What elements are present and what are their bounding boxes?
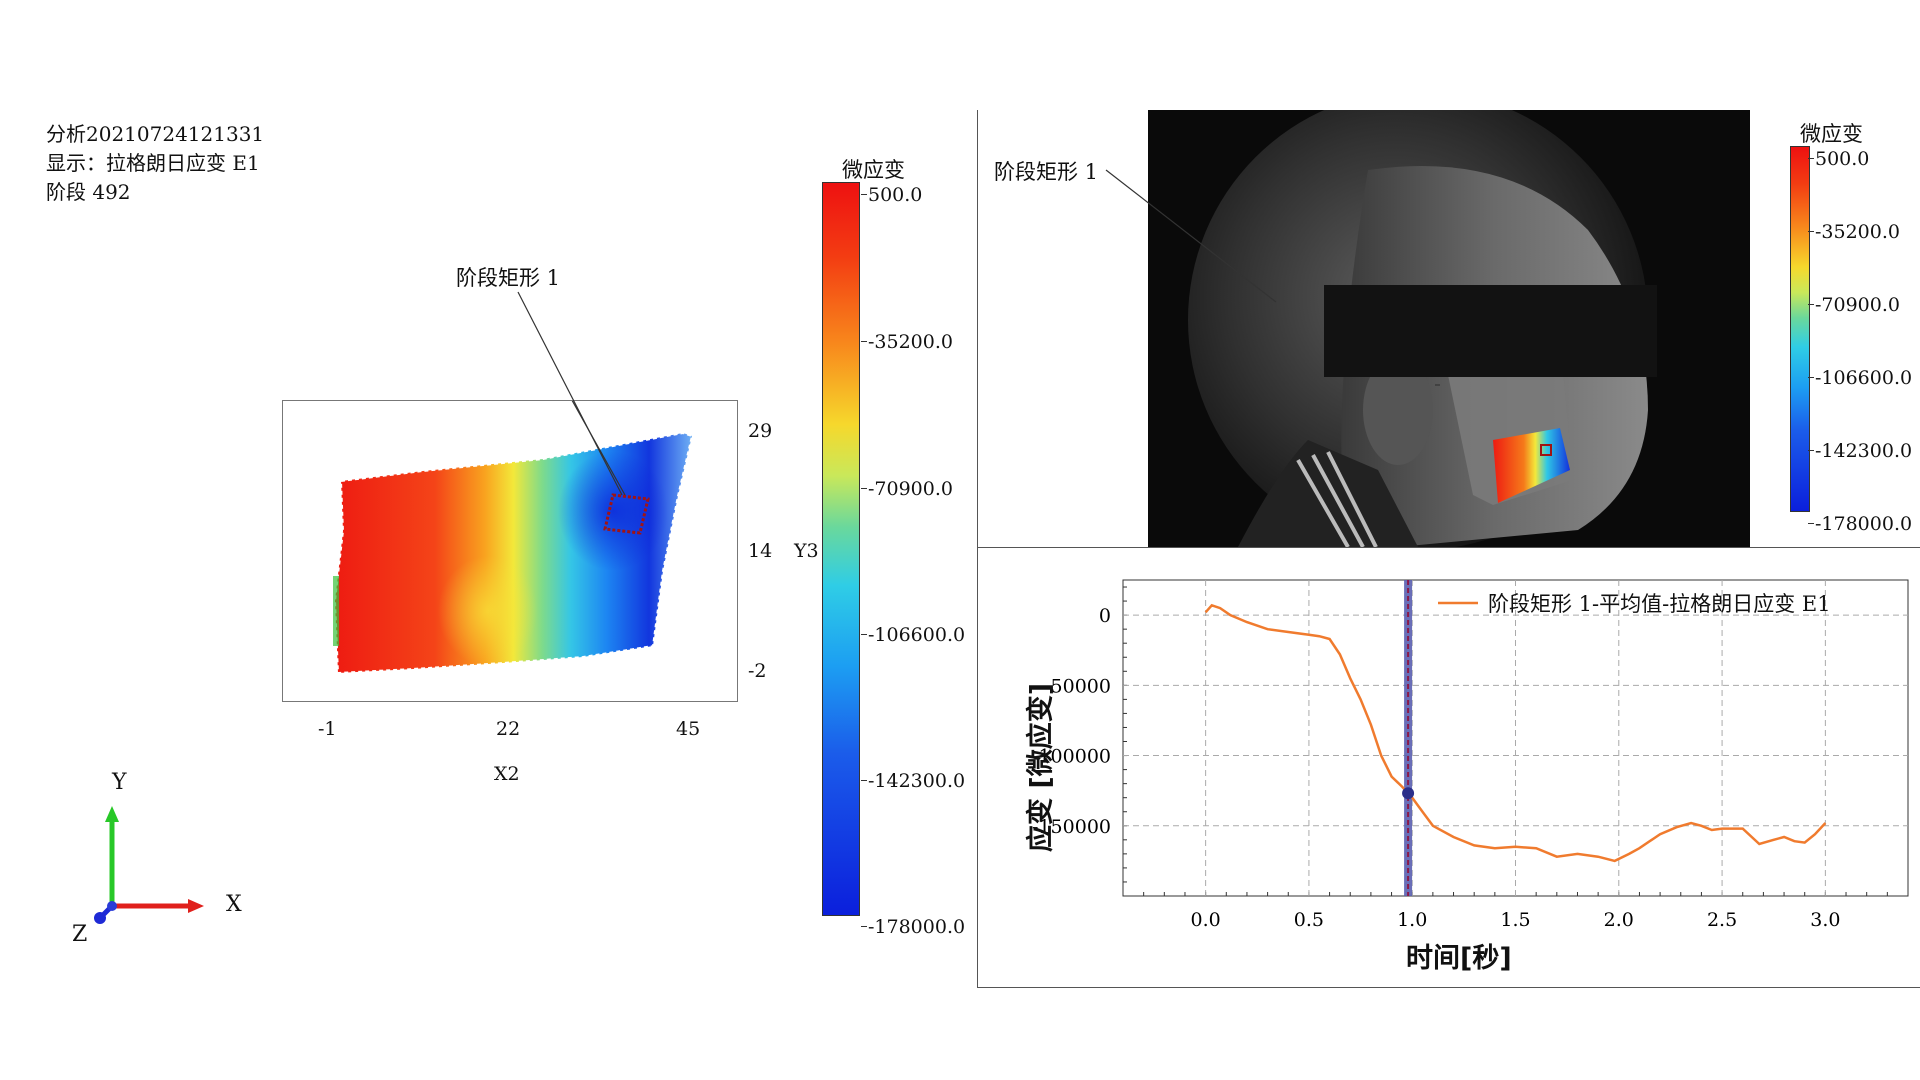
time-cursor: [1404, 580, 1413, 896]
stage-number: 阶段 492: [46, 180, 131, 204]
axes-triad-icon: [94, 806, 204, 924]
x-tick: -1: [318, 718, 337, 740]
x-tick-label: 3.0: [1810, 909, 1840, 931]
analysis-name: 分析20210724121331: [46, 122, 265, 146]
y-tick: 14: [748, 540, 773, 562]
x-tick-label: 1.0: [1397, 909, 1427, 931]
y-tick: -2: [748, 660, 767, 682]
axis-z-label: Z: [72, 922, 88, 947]
x-tick-label: 0.5: [1294, 909, 1324, 931]
cursor-point-marker: [1402, 787, 1415, 800]
camera-image: [1188, 110, 1657, 547]
y-tick-label: 0: [1099, 605, 1111, 627]
camera-colorbar-tick: -106600.0: [1807, 367, 1913, 389]
camera-colorbar-tick: -178000.0: [1807, 513, 1913, 535]
camera-stage-rectangle-label: 阶段矩形 1: [994, 160, 1099, 184]
chart-y-axis-label: 应变 [微应变]: [1025, 682, 1057, 853]
y-tick-label: -150000: [1032, 816, 1111, 838]
colorbar-tick: -35200.0: [861, 331, 953, 353]
y-axis-label: Y3: [794, 540, 819, 562]
strain-contour-plot[interactable]: [282, 292, 738, 702]
y-tick-label: -100000: [1032, 746, 1111, 768]
camera-stage-rectangle-marker[interactable]: [1540, 444, 1552, 456]
strain-time-chart-svg: 0.0 0.5 1.0 1.5 2.0 2.5 3.0 0 -50000 -100000 -1500…: [1032, 579, 1909, 931]
axis-y-label: Y: [112, 770, 127, 795]
x-tick: 22: [496, 718, 521, 740]
x-tick-label: 1.5: [1500, 909, 1530, 931]
axis-x-label: X: [226, 892, 242, 917]
x-axis-label: X2: [494, 763, 520, 785]
chart-x-axis-label: 时间[秒]: [1406, 943, 1512, 974]
series-line: [1204, 603, 1827, 863]
axes-triad: Y X Z: [60, 770, 260, 950]
y-tick: 29: [748, 420, 773, 442]
x-tick-label: 2.5: [1707, 909, 1737, 931]
plot-area: [1122, 579, 1909, 897]
annotation-leader: [517, 291, 623, 496]
panel-divider-horizontal: [977, 547, 1920, 548]
display-mode: 显示：拉格朗日应变 E1: [46, 151, 260, 175]
panel-divider-vertical: [977, 110, 978, 988]
stage-rectangle-marker[interactable]: [603, 493, 650, 535]
x-tick: 45: [676, 718, 701, 740]
colorbar-title: 微应变: [842, 158, 905, 182]
panel-divider-bottom: [977, 987, 1920, 988]
stage-rectangle-label: 阶段矩形 1: [456, 266, 561, 290]
colorbar-tick: -106600.0: [860, 624, 966, 646]
camera-colorbar-title: 微应变: [1800, 122, 1863, 146]
colorbar-tick: -70900.0: [861, 478, 953, 500]
camera-colorbar-tick: 500.0: [1807, 148, 1870, 170]
camera-colorbar-tick: -70900.0: [1808, 294, 1900, 316]
camera-colorbar-tick: -142300.0: [1807, 440, 1913, 462]
camera-view[interactable]: [1148, 110, 1750, 547]
camera-strain-colorbar: [1790, 146, 1810, 512]
colorbar-tick: 500.0: [860, 184, 923, 206]
strain-time-chart[interactable]: 0.0 0.5 1.0 1.5 2.0 2.5 3.0 0 -50000 -100000 -1500…: [978, 548, 1920, 986]
legend-series-label: 阶段矩形 1-平均值-拉格朗日应变 E1: [1488, 592, 1831, 616]
y-tick-label: -50000: [1044, 675, 1111, 697]
colorbar-tick: -178000.0: [860, 916, 966, 938]
colorbar-tick: -142300.0: [860, 770, 966, 792]
strain-colorbar: [822, 182, 860, 916]
x-tick-label: 0.0: [1191, 909, 1221, 931]
strain-contour-graphic: [333, 292, 694, 675]
x-tick-label: 2.0: [1604, 909, 1634, 931]
camera-annotation-leader: [1105, 169, 1440, 386]
camera-colorbar-tick: -35200.0: [1808, 221, 1900, 243]
face-redaction-bar: [1324, 285, 1657, 377]
